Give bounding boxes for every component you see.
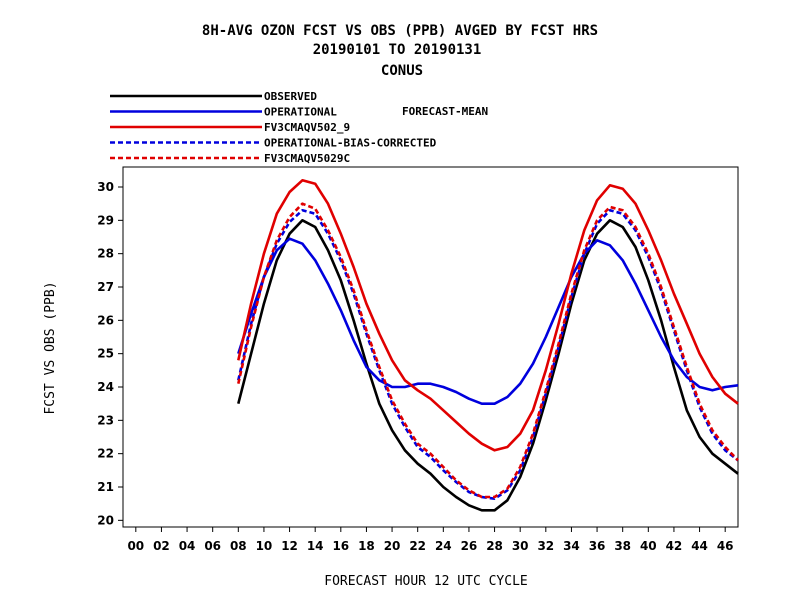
x-tick-label: 46 bbox=[717, 539, 734, 553]
y-tick-label: 30 bbox=[97, 180, 114, 194]
x-tick-label: 30 bbox=[512, 539, 529, 553]
x-tick-label: 26 bbox=[461, 539, 478, 553]
x-tick-label: 14 bbox=[307, 539, 324, 553]
legend-entry-label: OPERATIONAL bbox=[264, 106, 337, 119]
series-lines bbox=[237, 179, 739, 512]
x-tick-label: 08 bbox=[230, 539, 247, 553]
legend-note: FORECAST-MEAN bbox=[402, 105, 488, 118]
y-tick-label: 23 bbox=[97, 413, 114, 427]
legend-entry-label: OPERATIONAL-BIAS-CORRECTED bbox=[264, 137, 437, 150]
x-tick-label: 38 bbox=[614, 539, 631, 553]
y-tick-label: 27 bbox=[97, 280, 114, 294]
x-tick-label: 28 bbox=[486, 539, 503, 553]
legend: OBSERVED OPERATIONAL FV3CMAQV502_9 OPERATIO… bbox=[110, 90, 437, 165]
x-tick-label: 16 bbox=[332, 539, 349, 553]
x-tick-label: 44 bbox=[691, 539, 708, 553]
y-axis: 20 21 22 23 24 25 26 27 28 29 30 bbox=[97, 180, 123, 527]
x-tick-label: 32 bbox=[537, 539, 554, 553]
chart-title-line-2: 20190101 TO 20190131 bbox=[313, 42, 482, 58]
series-line-fv3cmaqv5029c bbox=[237, 202, 739, 499]
x-axis-label: FORECAST HOUR 12 UTC CYCLE bbox=[324, 574, 528, 589]
x-tick-label: 40 bbox=[640, 539, 657, 553]
series-line-fv3cmaqv502-9 bbox=[237, 179, 739, 452]
plot-area bbox=[122, 166, 739, 528]
x-tick-label: 22 bbox=[409, 539, 426, 553]
legend-entry-label: OBSERVED bbox=[264, 90, 317, 103]
y-tick-label: 28 bbox=[97, 247, 114, 261]
x-tick-label: 18 bbox=[358, 539, 375, 553]
series-line-operational-bias-corrected bbox=[237, 209, 739, 501]
y-tick-label: 26 bbox=[97, 313, 114, 327]
x-tick-label: 34 bbox=[563, 539, 580, 553]
y-tick-label: 22 bbox=[97, 447, 114, 461]
x-tick-label: 20 bbox=[384, 539, 401, 553]
x-tick-label: 02 bbox=[153, 539, 170, 553]
x-tick-label: 06 bbox=[204, 539, 221, 553]
y-tick-label: 25 bbox=[97, 347, 114, 361]
chart-title-line-3: CONUS bbox=[381, 63, 423, 79]
legend-entry-label: FV3CMAQV502_9 bbox=[264, 121, 350, 134]
y-tick-label: 29 bbox=[97, 213, 114, 227]
x-tick-label: 04 bbox=[179, 539, 196, 553]
x-axis: 00 02 04 06 08 10 12 14 16 18 20 22 24 26 28 30 32 34 36 38… bbox=[127, 527, 734, 553]
x-tick-label: 24 bbox=[435, 539, 452, 553]
x-tick-label: 00 bbox=[127, 539, 144, 553]
y-tick-label: 24 bbox=[97, 380, 114, 394]
x-tick-label: 36 bbox=[589, 539, 606, 553]
y-tick-label: 20 bbox=[97, 513, 114, 527]
legend-entry-label: FV3CMAQV5029C bbox=[264, 152, 350, 165]
chart-title-line-1: 8H-AVG OZON FCST VS OBS (PPB) AVGED BY F… bbox=[202, 23, 598, 39]
y-tick-label: 21 bbox=[97, 480, 114, 494]
x-tick-label: 12 bbox=[281, 539, 298, 553]
x-tick-label: 42 bbox=[666, 539, 683, 553]
y-axis-label: FCST VS OBS (PPB) bbox=[43, 281, 58, 414]
x-tick-label: 10 bbox=[256, 539, 273, 553]
series-line-observed bbox=[237, 219, 739, 512]
series-line-operational bbox=[237, 237, 739, 406]
